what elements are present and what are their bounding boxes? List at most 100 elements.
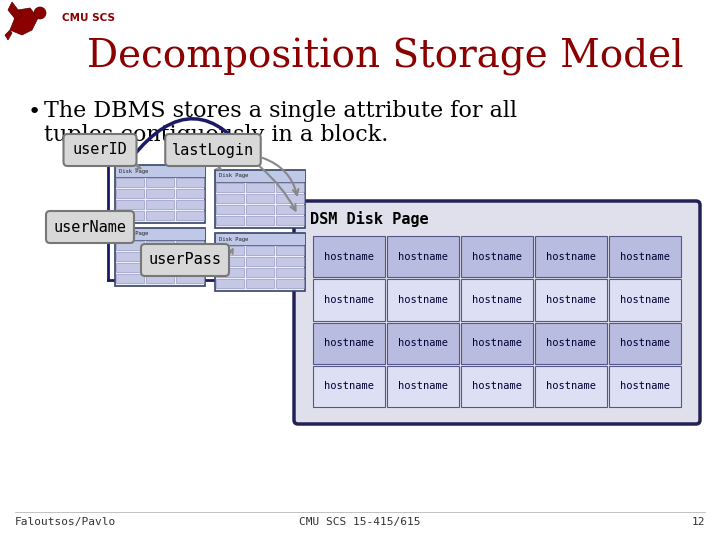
- FancyBboxPatch shape: [146, 178, 174, 187]
- FancyBboxPatch shape: [216, 257, 244, 266]
- Text: 12: 12: [691, 517, 705, 527]
- FancyBboxPatch shape: [146, 211, 174, 220]
- Text: Disk Page: Disk Page: [219, 237, 248, 241]
- Text: tuples contiguously in a block.: tuples contiguously in a block.: [44, 124, 388, 146]
- FancyBboxPatch shape: [387, 279, 459, 321]
- Text: hostname: hostname: [398, 338, 448, 348]
- Text: userPass: userPass: [148, 253, 222, 267]
- Text: hostname: hostname: [324, 338, 374, 348]
- FancyBboxPatch shape: [246, 268, 274, 277]
- Text: hostname: hostname: [472, 295, 522, 305]
- FancyBboxPatch shape: [276, 216, 304, 225]
- Text: Disk Page: Disk Page: [119, 168, 148, 173]
- Text: Decomposition Storage Model: Decomposition Storage Model: [86, 38, 683, 76]
- Text: hostname: hostname: [620, 295, 670, 305]
- FancyBboxPatch shape: [313, 366, 385, 407]
- FancyBboxPatch shape: [115, 165, 205, 223]
- FancyBboxPatch shape: [609, 236, 681, 277]
- FancyBboxPatch shape: [166, 134, 261, 166]
- FancyBboxPatch shape: [246, 246, 274, 255]
- FancyBboxPatch shape: [63, 134, 137, 166]
- FancyBboxPatch shape: [176, 200, 204, 209]
- Text: hostname: hostname: [546, 381, 596, 391]
- FancyBboxPatch shape: [313, 279, 385, 321]
- Text: CMU SCS 15-415/615: CMU SCS 15-415/615: [300, 517, 420, 527]
- FancyBboxPatch shape: [535, 366, 607, 407]
- Text: hostname: hostname: [472, 381, 522, 391]
- FancyBboxPatch shape: [116, 178, 144, 187]
- FancyBboxPatch shape: [609, 366, 681, 407]
- FancyBboxPatch shape: [246, 194, 274, 203]
- FancyBboxPatch shape: [146, 274, 174, 283]
- FancyBboxPatch shape: [215, 233, 305, 245]
- Text: hostname: hostname: [398, 295, 448, 305]
- FancyBboxPatch shape: [313, 322, 385, 364]
- FancyBboxPatch shape: [461, 322, 533, 364]
- FancyBboxPatch shape: [276, 268, 304, 277]
- Text: hostname: hostname: [324, 252, 374, 261]
- FancyBboxPatch shape: [216, 194, 244, 203]
- Text: Disk Page: Disk Page: [219, 173, 248, 179]
- Text: Faloutsos/Pavlo: Faloutsos/Pavlo: [15, 517, 116, 527]
- Polygon shape: [10, 8, 38, 35]
- Text: CMU SCS: CMU SCS: [62, 13, 115, 23]
- Text: hostname: hostname: [546, 252, 596, 261]
- FancyBboxPatch shape: [115, 228, 205, 240]
- FancyBboxPatch shape: [276, 194, 304, 203]
- FancyBboxPatch shape: [461, 236, 533, 277]
- FancyBboxPatch shape: [246, 257, 274, 266]
- FancyBboxPatch shape: [176, 178, 204, 187]
- FancyBboxPatch shape: [176, 263, 204, 272]
- FancyBboxPatch shape: [276, 183, 304, 192]
- FancyBboxPatch shape: [535, 279, 607, 321]
- FancyBboxPatch shape: [246, 183, 274, 192]
- Text: Disk Page: Disk Page: [119, 232, 148, 237]
- FancyBboxPatch shape: [216, 268, 244, 277]
- Text: hostname: hostname: [472, 252, 522, 261]
- FancyBboxPatch shape: [216, 246, 244, 255]
- FancyBboxPatch shape: [116, 200, 144, 209]
- FancyBboxPatch shape: [461, 366, 533, 407]
- FancyBboxPatch shape: [387, 366, 459, 407]
- FancyBboxPatch shape: [115, 165, 205, 177]
- FancyBboxPatch shape: [216, 279, 244, 288]
- FancyBboxPatch shape: [116, 241, 144, 250]
- Polygon shape: [8, 2, 22, 20]
- FancyBboxPatch shape: [609, 322, 681, 364]
- FancyBboxPatch shape: [116, 263, 144, 272]
- FancyBboxPatch shape: [276, 257, 304, 266]
- FancyArrowPatch shape: [117, 237, 125, 242]
- FancyBboxPatch shape: [115, 228, 205, 286]
- FancyBboxPatch shape: [313, 236, 385, 277]
- Text: •: •: [28, 102, 41, 122]
- FancyBboxPatch shape: [246, 205, 274, 214]
- Text: hostname: hostname: [472, 338, 522, 348]
- FancyBboxPatch shape: [216, 205, 244, 214]
- FancyBboxPatch shape: [276, 205, 304, 214]
- FancyBboxPatch shape: [246, 279, 274, 288]
- FancyArrowPatch shape: [214, 160, 221, 170]
- FancyBboxPatch shape: [146, 189, 174, 198]
- FancyBboxPatch shape: [535, 322, 607, 364]
- FancyBboxPatch shape: [216, 183, 244, 192]
- FancyBboxPatch shape: [461, 279, 533, 321]
- Text: hostname: hostname: [620, 338, 670, 348]
- FancyBboxPatch shape: [276, 279, 304, 288]
- Text: DSM Disk Page: DSM Disk Page: [310, 211, 428, 227]
- FancyBboxPatch shape: [176, 241, 204, 250]
- FancyBboxPatch shape: [387, 236, 459, 277]
- Text: The DBMS stores a single attribute for all: The DBMS stores a single attribute for a…: [44, 100, 517, 122]
- FancyBboxPatch shape: [146, 241, 174, 250]
- FancyBboxPatch shape: [141, 244, 229, 276]
- FancyBboxPatch shape: [146, 263, 174, 272]
- FancyBboxPatch shape: [215, 170, 305, 228]
- FancyArrowPatch shape: [263, 158, 298, 195]
- FancyArrowPatch shape: [260, 167, 296, 211]
- FancyBboxPatch shape: [387, 322, 459, 364]
- FancyBboxPatch shape: [116, 274, 144, 283]
- Text: hostname: hostname: [398, 381, 448, 391]
- FancyBboxPatch shape: [216, 216, 244, 225]
- Text: hostname: hostname: [324, 295, 374, 305]
- FancyArrowPatch shape: [212, 249, 233, 267]
- FancyBboxPatch shape: [176, 189, 204, 198]
